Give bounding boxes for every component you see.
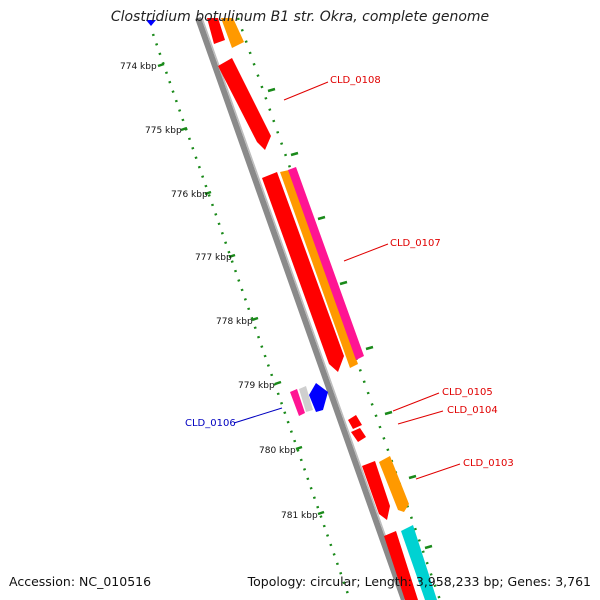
gene-label-cld-0108[interactable]: CLD_0108: [330, 75, 381, 86]
gene-cld-0108[interactable]: [218, 58, 271, 150]
outer-ruler-ticks: [157, 62, 325, 516]
leader-line-cld-0108: [283, 81, 329, 101]
gene-label-cld-0106[interactable]: CLD_0106: [185, 418, 236, 429]
tick-label: 777 kbp: [195, 253, 232, 263]
gene-feature[interactable]: [207, 18, 225, 44]
gene-label-cld-0107[interactable]: CLD_0107: [390, 238, 441, 249]
gene-label-cld-0104[interactable]: CLD_0104: [447, 405, 498, 416]
tick-label: 779 kbp: [238, 381, 275, 391]
gene-cld-0104[interactable]: [351, 428, 366, 442]
tick-label: 776 kbp: [171, 190, 208, 200]
tick-label: 778 kbp: [216, 317, 253, 327]
gene-label-cld-0105[interactable]: CLD_0105: [442, 387, 493, 398]
gene-cld-0106-magenta[interactable]: [290, 389, 305, 416]
gene-feature[interactable]: [401, 525, 437, 600]
gene-feature[interactable]: [384, 531, 418, 600]
tick-label: 781 kbp: [281, 511, 318, 521]
gene-cld-0107[interactable]: [262, 172, 344, 372]
leader-line-cld-0105: [392, 392, 440, 412]
leader-line-cld-0104: [397, 410, 444, 425]
gene-cld-0103[interactable]: [362, 461, 390, 520]
gene-cld-0105[interactable]: [348, 415, 362, 429]
gene-feature[interactable]: [221, 18, 244, 48]
inner-ruler-ticks: [267, 87, 433, 550]
genome-backbone: [195, 16, 407, 600]
gene-cld-0106-grey[interactable]: [299, 386, 313, 412]
gene-orange[interactable]: [379, 456, 409, 512]
topology-text: Topology: circular; Length: 3,958,233 bp…: [247, 574, 591, 589]
accession-text: Accession: NC_010516: [9, 574, 152, 589]
gene-cld-0106[interactable]: [309, 383, 328, 412]
leader-line-cld-0107: [343, 243, 389, 262]
leader-line-cld-0103: [415, 463, 461, 480]
tick-label: 775 kbp: [145, 126, 182, 136]
gene-label-cld-0103[interactable]: CLD_0103: [463, 458, 514, 469]
gene-feature: [146, 20, 156, 26]
gene-magenta[interactable]: [288, 167, 364, 360]
tick-label: 780 kbp: [259, 446, 296, 456]
gene-orange[interactable]: [280, 170, 358, 368]
leader-line-cld-0106: [233, 407, 283, 424]
tick-label: 774 kbp: [120, 62, 157, 72]
map-title: Clostridium botulinum B1 str. Okra, comp…: [110, 9, 490, 25]
